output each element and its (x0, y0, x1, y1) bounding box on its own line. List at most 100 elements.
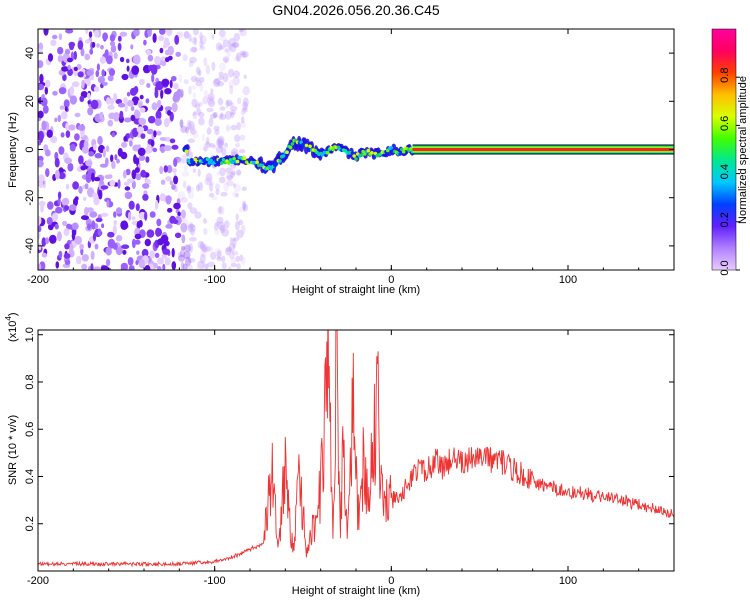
noise-blob (78, 155, 84, 165)
noise-blob (174, 34, 180, 45)
noise-blob (123, 97, 128, 104)
noise-blob (230, 124, 238, 131)
noise-blob (64, 205, 70, 211)
figure-title: GN04.2026.056.20.36.C45 (272, 2, 440, 18)
noise-blob (75, 255, 82, 265)
noise-blob (173, 158, 178, 167)
noise-blob (81, 253, 89, 262)
noise-blob (64, 259, 71, 265)
noise-blob (222, 56, 230, 63)
noise-blob (124, 117, 132, 123)
noise-blob (221, 228, 230, 237)
noise-blob (63, 99, 70, 109)
noise-blob (238, 29, 243, 36)
noise-blob (80, 165, 87, 171)
noise-blob (236, 54, 240, 61)
noise-blob (54, 157, 60, 168)
noise-blob (152, 147, 158, 153)
noise-blob (50, 135, 58, 144)
noise-blob (230, 164, 237, 169)
signal-core (409, 147, 413, 151)
noise-blob (191, 85, 197, 90)
noise-blob (60, 132, 65, 138)
noise-blob (181, 246, 185, 251)
noise-blob (186, 264, 193, 270)
noise-blob (163, 145, 172, 152)
noise-blob (223, 182, 229, 192)
noise-blob (238, 149, 246, 154)
noise-blob (141, 248, 149, 258)
noise-blob (138, 154, 146, 161)
noise-blob (119, 31, 128, 37)
noise-blob (182, 53, 188, 62)
noise-blob (163, 165, 168, 173)
noise-blob (226, 180, 234, 187)
noise-blob (156, 130, 162, 136)
noise-blob (198, 117, 205, 126)
noise-blob (242, 204, 249, 212)
signal-core (354, 157, 358, 161)
noise-blob (81, 215, 89, 221)
noise-blob (38, 215, 42, 226)
noise-blob (215, 188, 220, 196)
signal-core (281, 154, 286, 158)
noise-blob (242, 107, 248, 113)
noise-blob (101, 69, 105, 77)
snr-plot-area (38, 330, 674, 568)
noise-blob (135, 203, 140, 212)
noise-blob (73, 66, 78, 72)
noise-blob (88, 151, 95, 157)
noise-blob (67, 64, 71, 71)
noise-blob (147, 54, 154, 62)
noise-blob (233, 183, 241, 193)
noise-blob (41, 252, 48, 258)
noise-blob (215, 42, 223, 51)
noise-blob (204, 263, 209, 270)
noise-blob (187, 223, 195, 229)
noise-blob (219, 112, 224, 119)
noise-blob (67, 162, 74, 172)
noise-blob (51, 212, 59, 222)
noise-blob (107, 119, 114, 127)
noise-blob (197, 240, 204, 249)
noise-blob (131, 216, 136, 221)
noise-blob (100, 265, 109, 270)
noise-blob (232, 191, 237, 198)
noise-blob (239, 29, 247, 37)
noise-blob (85, 29, 89, 35)
noise-blob (171, 75, 177, 82)
noise-blob (63, 228, 70, 237)
noise-blob (197, 168, 201, 177)
noise-blob (107, 231, 115, 238)
y-tick-label: 0.4 (24, 469, 36, 484)
noise-blob (41, 120, 47, 131)
noise-blob (126, 58, 130, 64)
noise-blob (188, 120, 195, 131)
noise-blob (197, 69, 202, 77)
noise-blob (188, 60, 194, 68)
noise-blob (131, 238, 136, 249)
noise-blob (188, 186, 195, 192)
noise-blob (181, 234, 186, 244)
noise-blob (58, 172, 66, 180)
noise-blob (80, 48, 85, 57)
noise-blob (131, 169, 137, 180)
noise-blob (144, 238, 151, 247)
noise-blob (117, 179, 121, 189)
noise-blob (204, 141, 212, 148)
noise-blob (214, 228, 220, 236)
noise-blob (235, 255, 241, 262)
noise-blob (220, 191, 228, 197)
noise-blob (129, 140, 133, 147)
noise-blob (213, 78, 220, 85)
noise-blob (58, 33, 63, 41)
noise-blob (146, 83, 151, 88)
y-tick-label: -20 (24, 190, 36, 206)
noise-blob (133, 98, 139, 105)
noise-blob (106, 199, 110, 208)
noise-blob (126, 91, 131, 97)
noise-blob (61, 201, 67, 206)
noise-blob (68, 243, 74, 252)
noise-blob (162, 248, 171, 255)
